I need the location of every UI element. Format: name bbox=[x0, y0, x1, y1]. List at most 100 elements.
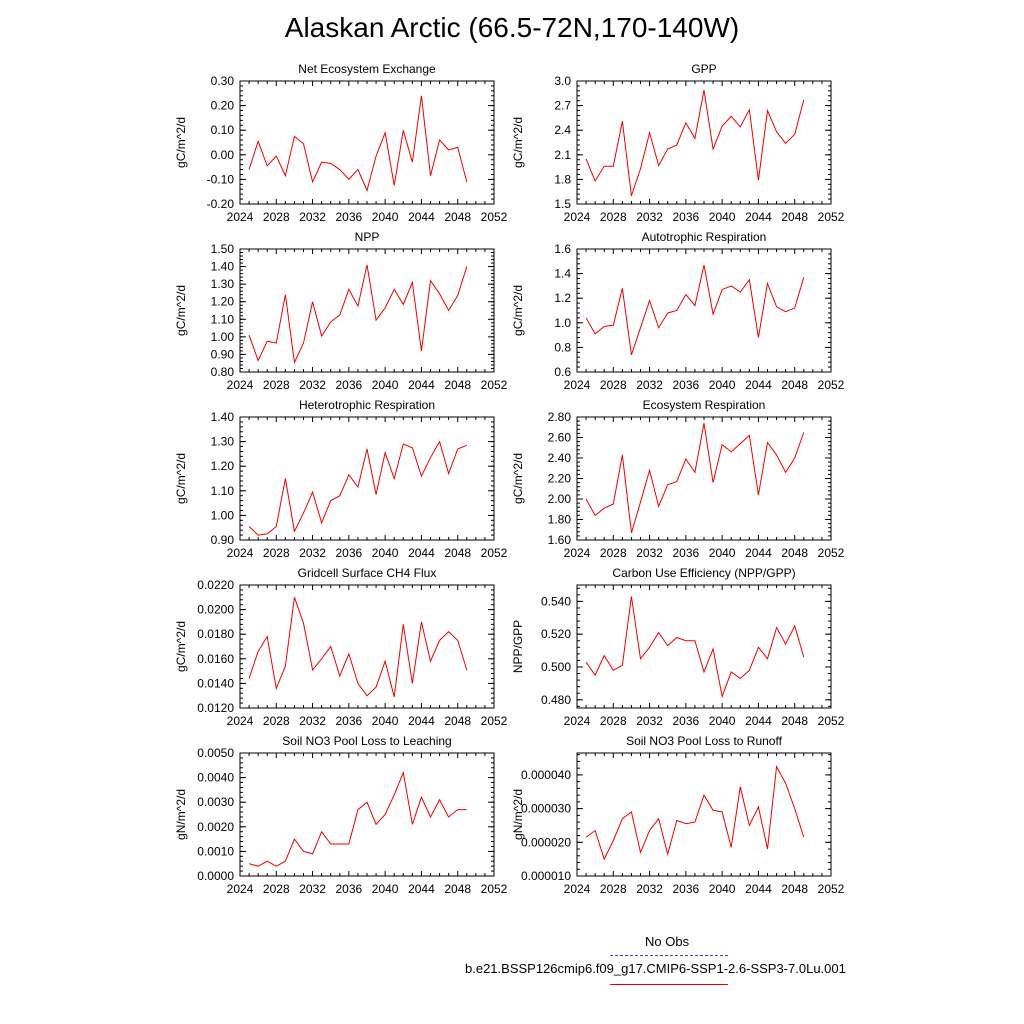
plot-frame bbox=[576, 416, 832, 541]
x-tick-label: 2040 bbox=[709, 378, 736, 392]
x-tick-label: 2040 bbox=[709, 882, 736, 896]
chart-panel-5: Heterotrophic Respiration gC/m^2/d 2024 202… bbox=[174, 398, 508, 560]
y-tick-label: 0.80 bbox=[211, 365, 235, 379]
chart-panel-10: Soil NO3 Pool Loss to Runoff gN/m^2/d 2024… bbox=[511, 734, 845, 896]
x-tick-label: 2044 bbox=[408, 378, 435, 392]
y-tick-label: 1.5 bbox=[554, 197, 571, 211]
x-tick-label: 2024 bbox=[227, 210, 254, 224]
x-tick-label: 2048 bbox=[781, 546, 808, 560]
y-tick-label: 1.20 bbox=[211, 459, 235, 473]
y-tick-label: 0.10 bbox=[211, 123, 235, 137]
y-tick-label: 0.0040 bbox=[197, 771, 234, 785]
y-tick-label: 2.40 bbox=[548, 451, 572, 465]
y-tick-label: 1.40 bbox=[211, 410, 235, 424]
panel-title: Heterotrophic Respiration bbox=[299, 398, 435, 412]
x-tick-label: 2044 bbox=[745, 378, 772, 392]
x-tick-label: 2032 bbox=[636, 546, 663, 560]
chart-panel-3: NPP gC/m^2/d 2024 2028 2032 2036 2040 2044 2048 2… bbox=[174, 230, 508, 392]
x-tick-label: 2052 bbox=[818, 210, 845, 224]
y-tick-label: 1.50 bbox=[211, 242, 235, 256]
y-tick-label: 0.0180 bbox=[197, 627, 234, 641]
x-tick-label: 2036 bbox=[336, 378, 363, 392]
x-tick-label: 2028 bbox=[263, 378, 290, 392]
chart-panel-2: GPP gC/m^2/d 2024 2028 2032 2036 2040 2044 2048 2… bbox=[511, 62, 845, 224]
y-tick-label: 0.20 bbox=[211, 99, 235, 113]
y-tick-label: 0.000020 bbox=[521, 835, 571, 849]
y-tick-label: 2.60 bbox=[548, 431, 572, 445]
x-tick-label: 2048 bbox=[444, 882, 471, 896]
x-tick-label: 2024 bbox=[227, 882, 254, 896]
series-line bbox=[248, 440, 467, 536]
page-title: Alaskan Arctic (66.5-72N,170-140W) bbox=[284, 12, 740, 43]
x-tick-label: 2024 bbox=[227, 546, 254, 560]
y-tick-label: 0.0200 bbox=[197, 603, 234, 617]
panel-title: Carbon Use Efficiency (NPP/GPP) bbox=[612, 566, 795, 580]
y-axis-label: gC/m^2/d bbox=[174, 621, 188, 672]
y-axis-label: gC/m^2/d bbox=[174, 453, 188, 504]
x-tick-label: 2028 bbox=[263, 882, 290, 896]
x-tick-label: 2032 bbox=[636, 210, 663, 224]
x-tick-label: 2052 bbox=[481, 210, 508, 224]
chart-panel-1: Net Ecosystem Exchange gC/m^2/d 2024 2028 20… bbox=[174, 62, 508, 224]
x-tick-label: 2040 bbox=[372, 714, 399, 728]
series-line bbox=[585, 423, 805, 533]
x-tick-label: 2044 bbox=[408, 714, 435, 728]
y-tick-label: 0.00 bbox=[211, 148, 235, 162]
x-tick-label: 2032 bbox=[636, 714, 663, 728]
legend-obs-label: No Obs bbox=[645, 934, 690, 949]
x-tick-label: 2052 bbox=[818, 546, 845, 560]
y-tick-label: 1.10 bbox=[211, 484, 235, 498]
x-tick-label: 2052 bbox=[818, 882, 845, 896]
chart-panel-9: Soil NO3 Pool Loss to Leaching gN/m^2/d 20… bbox=[174, 734, 508, 896]
x-tick-label: 2052 bbox=[818, 714, 845, 728]
y-tick-label: 0.540 bbox=[541, 594, 571, 608]
x-tick-label: 2028 bbox=[263, 546, 290, 560]
x-tick-label: 2048 bbox=[444, 714, 471, 728]
series-line bbox=[585, 596, 805, 699]
y-tick-label: 2.1 bbox=[554, 148, 571, 162]
y-tick-label: 2.4 bbox=[554, 123, 571, 137]
x-tick-label: 2052 bbox=[481, 882, 508, 896]
chart-panel-8: Carbon Use Efficiency (NPP/GPP) NPP/GPP 20… bbox=[511, 566, 845, 728]
x-tick-label: 2028 bbox=[600, 210, 627, 224]
y-tick-label: 0.8 bbox=[554, 340, 571, 354]
x-tick-label: 2036 bbox=[336, 210, 363, 224]
panel-title: Net Ecosystem Exchange bbox=[298, 62, 436, 76]
legend-model-label: b.e21.BSSP126cmip6.f09_g17.CMIP6-SSP1-2.… bbox=[465, 961, 846, 976]
series-line bbox=[248, 95, 468, 192]
x-tick-label: 2024 bbox=[227, 378, 254, 392]
x-tick-label: 2040 bbox=[372, 210, 399, 224]
y-axis-label: gN/m^2/d bbox=[174, 789, 188, 840]
y-tick-label: -0.20 bbox=[207, 197, 235, 211]
x-tick-label: 2036 bbox=[336, 882, 363, 896]
x-tick-label: 2048 bbox=[444, 546, 471, 560]
series-line bbox=[248, 597, 468, 698]
x-tick-label: 2044 bbox=[408, 210, 435, 224]
y-axis-label: gC/m^2/d bbox=[174, 117, 188, 168]
y-tick-label: 0.520 bbox=[541, 627, 571, 641]
y-axis-label: gN/m^2/d bbox=[511, 789, 525, 840]
x-tick-label: 2028 bbox=[263, 210, 290, 224]
x-tick-label: 2036 bbox=[673, 714, 700, 728]
y-tick-label: 0.000010 bbox=[521, 869, 571, 883]
series-line bbox=[248, 264, 468, 365]
series-line bbox=[585, 764, 805, 861]
x-tick-label: 2036 bbox=[673, 210, 700, 224]
plot-frame bbox=[576, 752, 832, 877]
x-tick-label: 2040 bbox=[709, 546, 736, 560]
y-axis-label: NPP/GPP bbox=[511, 620, 525, 673]
x-tick-label: 2048 bbox=[781, 882, 808, 896]
y-tick-label: -0.10 bbox=[207, 172, 235, 186]
y-tick-label: 1.40 bbox=[211, 260, 235, 274]
y-tick-label: 0.90 bbox=[211, 533, 235, 547]
y-tick-label: 1.20 bbox=[211, 295, 235, 309]
y-tick-label: 2.20 bbox=[548, 472, 572, 486]
y-tick-label: 0.0010 bbox=[197, 844, 234, 858]
x-tick-label: 2048 bbox=[781, 714, 808, 728]
plot-frame bbox=[239, 416, 495, 541]
y-tick-label: 0.0120 bbox=[197, 701, 234, 715]
chart-panel-7: Gridcell Surface CH4 Flux gC/m^2/d 2024 202… bbox=[174, 566, 508, 728]
y-axis-label: gC/m^2/d bbox=[174, 285, 188, 336]
plot-frame bbox=[239, 80, 495, 205]
panel-title: NPP bbox=[355, 230, 380, 244]
